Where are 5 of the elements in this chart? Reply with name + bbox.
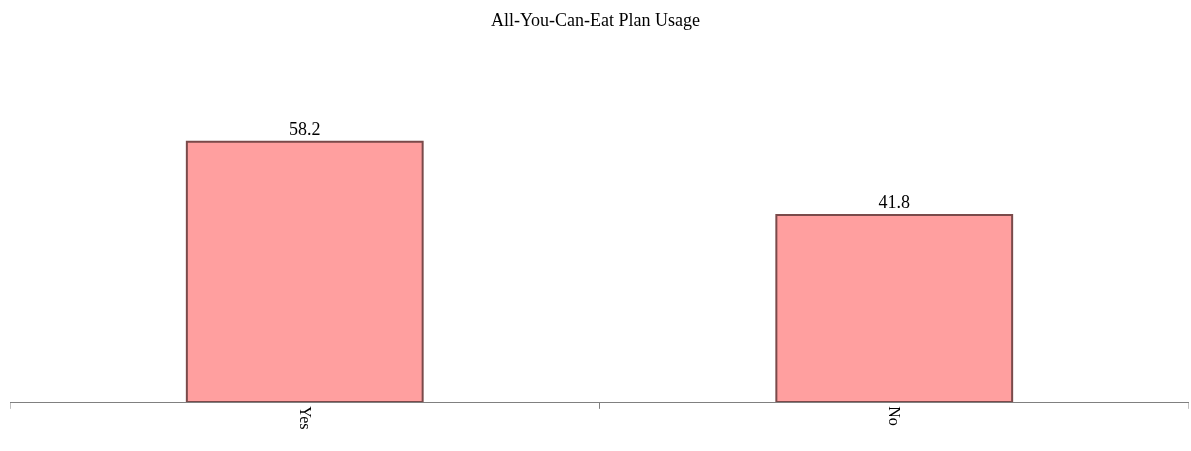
x-tick-label: No <box>886 406 904 426</box>
chart-title: All-You-Can-Eat Plan Usage <box>490 10 701 31</box>
data-label: 58.2 <box>289 118 321 139</box>
x-tick-label: Yes <box>296 406 314 430</box>
data-label: 41.8 <box>878 192 910 213</box>
